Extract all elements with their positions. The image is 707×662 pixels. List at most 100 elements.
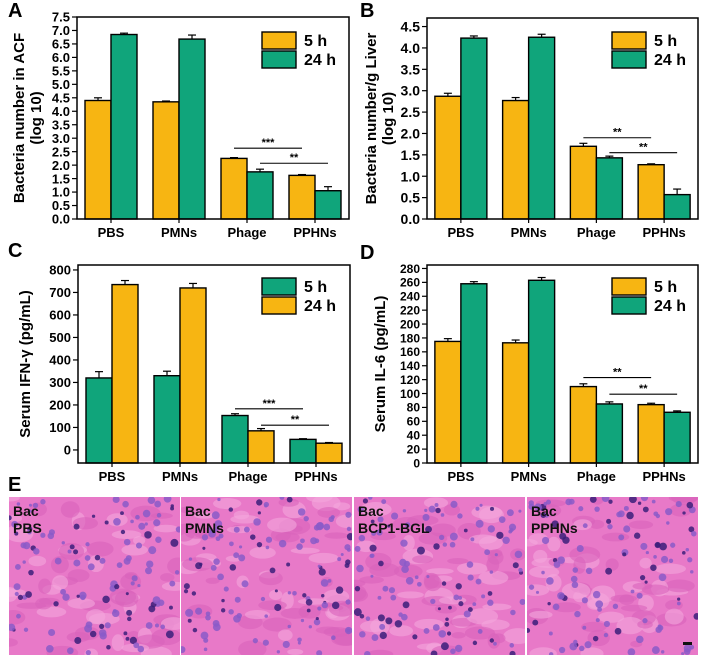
y-tick-label: 220 (400, 303, 420, 317)
nucleus (572, 567, 579, 573)
cytoplasm (478, 570, 509, 585)
nucleus (494, 553, 498, 557)
nucleus (510, 609, 516, 616)
cytoplasm (561, 582, 591, 599)
nucleus (603, 632, 609, 638)
nucleus (506, 509, 514, 517)
nucleus (578, 506, 584, 512)
x-tick-label: PPHNs (293, 225, 336, 240)
cytoplasm (466, 608, 499, 625)
nucleus (359, 613, 365, 619)
y-tick-label: 2.0 (401, 126, 421, 142)
nucleus (402, 509, 407, 513)
nucleus (637, 501, 642, 505)
nucleus (99, 557, 106, 564)
nucleus (378, 560, 384, 567)
nucleus (229, 564, 237, 571)
nucleus (195, 607, 203, 615)
nucleus (691, 530, 697, 537)
nucleus (241, 580, 249, 588)
nucleus (365, 616, 371, 621)
chart-panel-c: 0 100 200 300 400 500 600 700 800 PBS PMNs Phage PPH… (17, 263, 351, 484)
nucleus (11, 520, 19, 528)
legend-swatch (611, 31, 647, 50)
y-tick-label: 140 (400, 359, 420, 373)
nucleus (287, 591, 292, 595)
y-tick-label: 160 (400, 345, 420, 359)
nucleus (127, 616, 132, 622)
y-tick-label: 200 (49, 398, 71, 413)
y-tick-label: 4.5 (52, 90, 70, 105)
significance-label: ** (639, 142, 648, 154)
nucleus (183, 583, 190, 590)
nucleus (262, 639, 269, 646)
legend-swatch (611, 50, 647, 69)
nucleus (659, 542, 667, 551)
x-tick-label: PBS (448, 469, 475, 484)
x-tick-label: PBS (448, 225, 475, 240)
cytoplasm (547, 536, 561, 552)
nucleus (608, 499, 613, 504)
cytoplasm (67, 598, 96, 609)
nucleus (155, 536, 162, 543)
nucleus (640, 542, 648, 550)
y-tick-label: 3.5 (52, 117, 70, 132)
nucleus (553, 561, 561, 568)
nucleus (640, 497, 649, 502)
nucleus (569, 642, 578, 651)
panel-letter-c: C (8, 240, 23, 262)
nucleus (346, 628, 351, 633)
cytoplasm (258, 600, 287, 611)
nucleus (207, 526, 213, 531)
nucleus (144, 522, 148, 526)
nucleus (622, 552, 627, 557)
nucleus (573, 639, 578, 645)
nucleus (234, 596, 241, 603)
bar-5h-pphns (637, 163, 665, 220)
nucleus (557, 592, 565, 600)
nucleus (79, 591, 87, 600)
cytoplasm (601, 532, 630, 542)
legend-label: 24 h (304, 298, 336, 315)
nucleus (654, 541, 661, 549)
cytoplasm (457, 562, 488, 575)
y-tick-label: 6.5 (52, 37, 70, 52)
nucleus (112, 497, 120, 504)
cytoplasm (133, 536, 146, 546)
nucleus (467, 607, 473, 612)
y-tick-label: 2.0 (52, 158, 70, 173)
nucleus (217, 573, 224, 581)
nucleus (28, 509, 32, 513)
y-tick-label: 3.5 (401, 61, 421, 77)
cytoplasm (478, 536, 503, 550)
plot-frame (426, 17, 699, 220)
nucleus (670, 542, 676, 548)
cytoplasm (616, 616, 644, 635)
nucleus (328, 516, 334, 523)
nucleus (191, 591, 197, 596)
cytoplasm (605, 558, 619, 571)
nucleus (639, 575, 646, 581)
nucleus (458, 596, 463, 600)
nucleus (509, 650, 516, 655)
chart-panel-a: 0.00.51.01.52.02.53.03.54.04.55.05.56.06… (11, 10, 350, 240)
nucleus (354, 586, 361, 592)
nucleus (636, 635, 644, 644)
nucleus (432, 624, 440, 631)
nucleus (357, 506, 364, 513)
significance-label: *** (263, 398, 277, 410)
x-tick-label: PMNs (511, 469, 547, 484)
cytoplasm (238, 640, 267, 655)
nucleus (335, 586, 344, 594)
nucleus (157, 599, 165, 606)
nucleus (169, 605, 173, 610)
bar-5h-pphns (289, 438, 317, 464)
bar-5h-phage (569, 145, 598, 220)
nucleus (286, 562, 291, 567)
nucleus (430, 598, 436, 605)
histology-label-line1: Bac (531, 503, 557, 519)
plot-frame (76, 16, 350, 220)
nucleus (239, 545, 243, 549)
nucleus (144, 531, 152, 539)
cytoplasm (426, 568, 454, 575)
